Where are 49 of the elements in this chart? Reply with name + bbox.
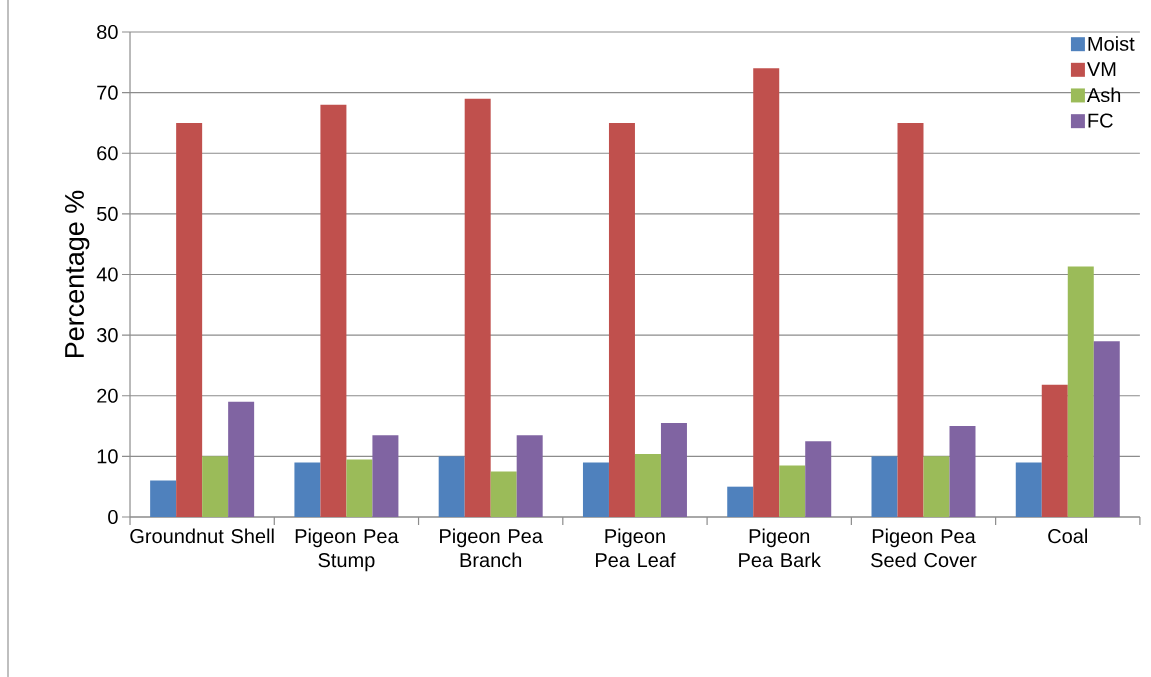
y-tick-label: 60 [97,146,118,161]
x-tick-label: Groundnut Shell [130,528,274,544]
x-tick-label: Coal [1048,528,1087,544]
bar [634,453,661,517]
bar [490,471,517,517]
bar [294,462,321,517]
y-axis-title: Percentage % [65,190,90,358]
legend-label: FC [1088,113,1113,128]
bar [753,68,780,517]
bar [1041,384,1068,517]
bar [1015,462,1042,517]
y-tick-label: 40 [96,267,118,282]
x-tick-label: Pigeon Pea Branch [440,528,543,568]
bar [608,122,635,517]
bar [346,459,373,517]
bar [897,122,924,517]
y-tick-label: 30 [97,328,118,343]
x-tick-label: Pigeon Pea Bark [739,528,821,568]
bar [202,456,229,517]
bar [1067,266,1094,517]
legend-label: Moist [1088,36,1135,51]
bar [176,122,203,517]
bar [871,456,898,517]
legend-label: VM [1087,62,1116,76]
y-tick-label: 50 [97,206,118,221]
bar [228,401,255,517]
x-tick-label: Pigeon Pea Seed Cover [871,528,977,568]
y-tick-label: 0 [108,509,118,525]
bar [660,423,687,517]
bar [779,465,806,517]
bar [582,462,609,517]
x-tick-label: Pigeon Pea Stump [295,528,399,572]
bar [1093,341,1120,517]
bar [923,456,950,517]
y-tick-label: 10 [97,449,118,464]
y-tick-label: 80 [97,24,118,40]
bar [727,486,754,517]
bar [438,456,465,517]
bar [805,441,832,517]
y-tick-label: 70 [97,85,118,100]
bar [516,435,543,517]
bar [150,480,177,517]
y-tick-label: 20 [97,388,118,403]
x-tick-label: Pigeon Pea Leaf [596,528,676,568]
legend-label: Ash [1086,87,1121,103]
bar [949,426,976,517]
bar [464,98,491,517]
bar [320,104,347,517]
bar [372,435,399,517]
